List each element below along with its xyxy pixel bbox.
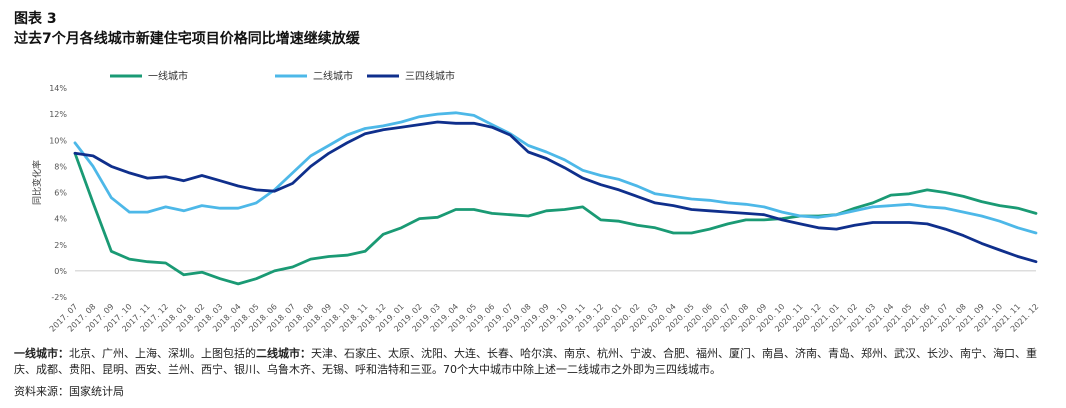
chart-legend: 一线城市 二线城市 三四线城市 [110,70,455,83]
y-tick-label: -2% [51,293,67,302]
footnote-city-tiers: 一线城市：北京、广州、上海、深圳。上图包括的二线城市：天津、石家庄、太原、沈阳、… [14,346,1054,378]
source-note: 资料来源：国家统计局 [14,385,124,398]
y-tick-label: 2% [54,241,67,250]
series-line-1 [73,111,1038,235]
note-tier1-text: 北京、广州、上海、深圳。上图包括的 [69,347,256,360]
legend-label-2: 三四线城市 [405,70,455,83]
legend-label-1: 二线城市 [313,70,353,83]
y-tick-label: 14% [49,84,67,93]
line-chart: 一线城市 二线城市 三四线城市 -2% 0% 2% 4% 6% 8% 10% 12% 14% 同比变… [31,70,1040,334]
y-axis: -2% 0% 2% 4% 6% 8% 10% 12% 14% [49,84,67,302]
series-line-2 [73,120,1038,264]
legend-label-0: 一线城市 [148,70,188,83]
y-tick-label: 12% [49,110,67,119]
y-tick-label: 4% [54,215,67,224]
y-tick-label: 6% [54,189,67,198]
figure-title: 过去7个月各线城市新建住宅项目价格同比增速继续放缓 [14,31,360,47]
y-tick-label: 0% [54,267,67,276]
series-line-0 [73,151,1038,286]
figure-label: 图表 3 [14,11,57,27]
note-tier2-text: 天津、石家庄、太原、沈阳、大连、长春、哈尔滨、南京、杭州、宁波、合肥、福州、厦门… [14,347,1037,376]
series-lines [73,111,1038,286]
note-tier2-heading: 二线城市： [256,347,311,360]
y-tick-label: 8% [54,162,67,171]
y-axis-label: 同比变化率 [31,160,43,205]
note-tier1-heading: 一线城市： [14,347,69,360]
y-tick-label: 10% [49,136,67,145]
